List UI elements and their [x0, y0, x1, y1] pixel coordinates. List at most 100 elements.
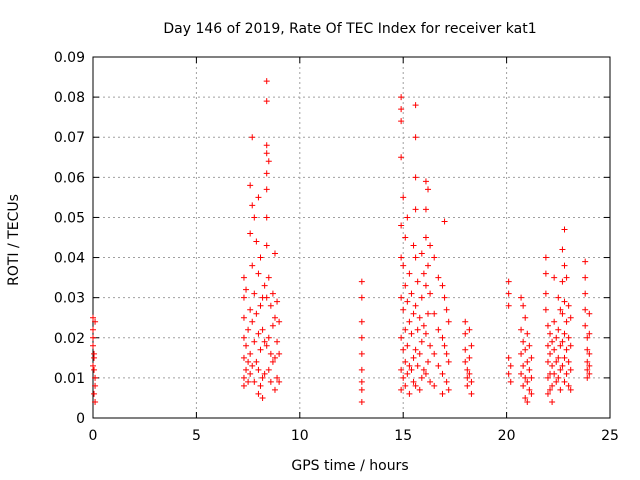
data-point — [542, 270, 549, 277]
data-point — [92, 318, 99, 325]
y-tick-label: 0.03 — [54, 291, 85, 307]
data-point — [358, 378, 365, 385]
data-point — [274, 298, 281, 305]
data-point — [526, 342, 533, 349]
data-point — [586, 362, 593, 369]
data-point — [425, 310, 432, 317]
data-point — [400, 194, 407, 201]
data-point — [358, 334, 365, 341]
data-point — [261, 282, 268, 289]
data-point — [402, 326, 409, 333]
data-point — [263, 214, 270, 221]
data-point — [524, 378, 531, 385]
data-point — [544, 374, 551, 381]
data-point — [412, 382, 419, 389]
data-point — [247, 306, 254, 313]
data-point — [412, 346, 419, 353]
data-point — [547, 330, 554, 337]
data-point — [358, 366, 365, 373]
data-point — [549, 338, 556, 345]
data-point — [542, 290, 549, 297]
data-point — [263, 170, 270, 177]
data-point — [431, 382, 438, 389]
data-point — [257, 302, 264, 309]
y-tick-label: 0.04 — [54, 251, 85, 267]
data-point — [524, 358, 531, 365]
data-point — [427, 342, 434, 349]
data-point — [445, 386, 452, 393]
data-point — [91, 390, 98, 397]
data-point — [406, 318, 413, 325]
x-tick-label: 10 — [291, 428, 309, 444]
data-point — [400, 346, 407, 353]
data-point — [441, 342, 448, 349]
data-point — [586, 370, 593, 377]
data-point — [582, 306, 589, 313]
data-point — [245, 326, 252, 333]
x-tick-label: 0 — [89, 428, 98, 444]
data-point — [91, 350, 98, 357]
data-point — [412, 254, 419, 261]
data-point — [265, 334, 272, 341]
data-point — [255, 270, 262, 277]
data-point — [505, 354, 512, 361]
data-point — [561, 330, 568, 337]
data-point — [586, 310, 593, 317]
data-point — [412, 206, 419, 213]
data-point — [398, 366, 405, 373]
data-point — [524, 398, 531, 405]
data-point — [435, 274, 442, 281]
data-point — [412, 102, 419, 109]
data-point — [412, 174, 419, 181]
data-point — [249, 362, 256, 369]
data-point — [551, 370, 558, 377]
data-point — [526, 386, 533, 393]
data-point — [410, 310, 417, 317]
data-point — [528, 374, 535, 381]
data-point — [547, 350, 554, 357]
data-point — [567, 342, 574, 349]
data-point — [439, 282, 446, 289]
data-point — [90, 362, 96, 369]
data-point — [563, 274, 570, 281]
data-point — [414, 362, 421, 369]
data-point — [265, 366, 272, 373]
data-point — [253, 310, 260, 317]
data-point — [524, 330, 531, 337]
data-point — [582, 274, 589, 281]
data-point — [402, 234, 409, 241]
data-point — [507, 362, 514, 369]
data-point — [240, 354, 247, 361]
data-point — [559, 278, 566, 285]
data-point — [559, 310, 566, 317]
data-point — [398, 94, 405, 101]
data-point — [561, 354, 568, 361]
data-point — [422, 234, 429, 241]
data-point — [410, 378, 417, 385]
data-point — [247, 182, 254, 189]
data-point — [526, 366, 533, 373]
data-point — [412, 302, 419, 309]
data-point — [439, 390, 446, 397]
data-point — [249, 318, 256, 325]
data-point — [408, 366, 415, 373]
data-point — [265, 158, 272, 165]
data-point — [464, 382, 471, 389]
data-point — [557, 366, 564, 373]
data-point — [274, 338, 281, 345]
data-point — [427, 290, 434, 297]
data-point — [522, 314, 529, 321]
data-point — [544, 322, 551, 329]
data-point — [240, 314, 247, 321]
data-point — [462, 318, 469, 325]
data-point — [271, 314, 278, 321]
data-point — [358, 278, 365, 285]
data-point — [443, 306, 450, 313]
data-point — [520, 382, 527, 389]
data-point — [565, 334, 572, 341]
data-point — [582, 322, 589, 329]
data-point — [406, 362, 413, 369]
data-point — [464, 374, 471, 381]
data-point — [418, 338, 425, 345]
